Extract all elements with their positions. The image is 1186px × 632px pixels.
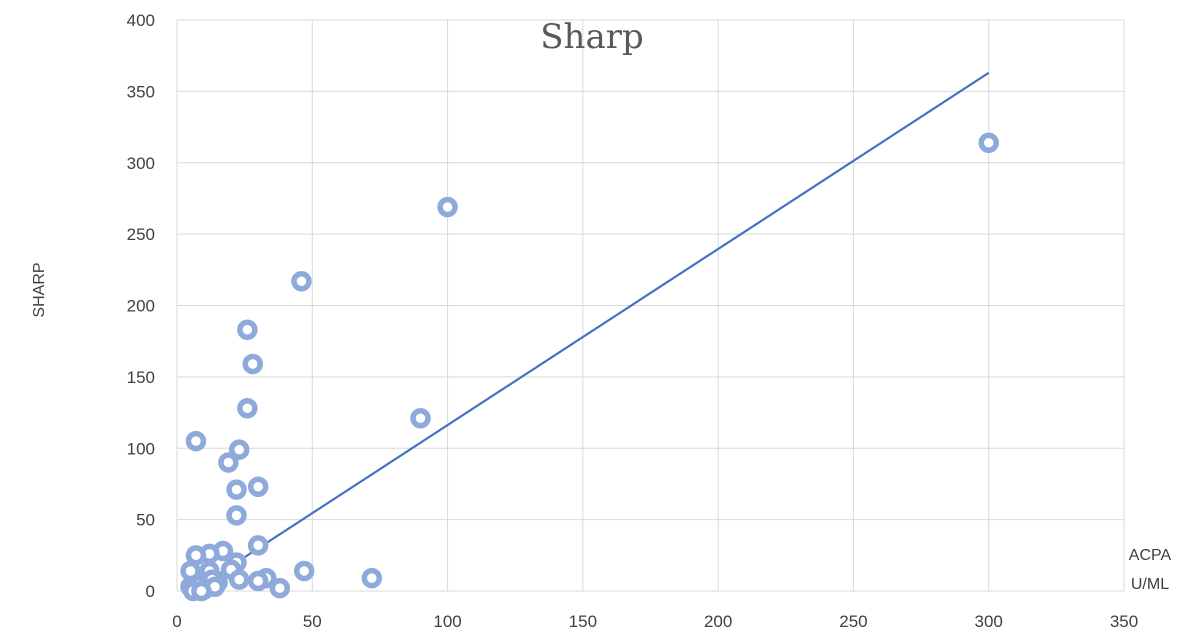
- data-point: [226, 479, 247, 500]
- data-point: [242, 353, 264, 375]
- data-point: [228, 439, 250, 460]
- gridlines: [176, 19, 1125, 592]
- data-point: [247, 570, 269, 592]
- data-point: [269, 577, 291, 599]
- data-point: [247, 476, 269, 498]
- x-axis-label-line-2: U/ML: [1131, 576, 1169, 593]
- data-point: [228, 569, 250, 590]
- data-point: [218, 452, 239, 473]
- y-tick-label: 250: [127, 225, 155, 244]
- x-tick-label: 250: [839, 612, 867, 631]
- y-axis-label: SHARP: [31, 262, 48, 317]
- data-point: [237, 398, 258, 419]
- data-point: [237, 319, 258, 341]
- y-tick-label: 200: [127, 297, 155, 316]
- y-tick-label: 50: [136, 511, 155, 530]
- data-point: [361, 567, 383, 589]
- data-point: [293, 560, 315, 582]
- trendline: [189, 71, 990, 594]
- x-tick-label: 200: [704, 612, 732, 631]
- y-tick-label: 350: [127, 82, 155, 101]
- trendline-layer: [189, 71, 990, 594]
- data-point: [410, 408, 431, 429]
- data-point: [226, 505, 247, 526]
- x-tick-labels: 0 50 100 150 200 250 300 350: [172, 612, 1138, 631]
- data-point: [185, 430, 207, 452]
- x-tick-label: 300: [975, 612, 1003, 631]
- data-point: [437, 196, 458, 218]
- y-tick-label: 100: [127, 439, 155, 458]
- x-tick-label: 150: [569, 612, 597, 631]
- x-tick-label: 350: [1110, 612, 1138, 631]
- data-point: [185, 545, 207, 566]
- y-tick-labels: 0 50 100 150 200 250 300 350 400: [127, 11, 155, 601]
- y-tick-label: 150: [127, 368, 155, 387]
- data-point: [291, 270, 312, 292]
- data-point: [978, 132, 999, 154]
- y-tick-label: 400: [127, 11, 155, 30]
- data-points: [180, 132, 999, 602]
- x-tick-label: 0: [172, 612, 181, 631]
- y-tick-label: 300: [127, 154, 155, 173]
- x-tick-label: 50: [303, 612, 322, 631]
- y-tick-label: 0: [146, 582, 155, 601]
- chart-title: Sharp: [540, 17, 643, 57]
- data-point: [247, 535, 269, 556]
- x-axis-label-line-1: ACPA: [1129, 547, 1172, 564]
- data-point: [191, 580, 212, 602]
- x-tick-label: 100: [433, 612, 461, 631]
